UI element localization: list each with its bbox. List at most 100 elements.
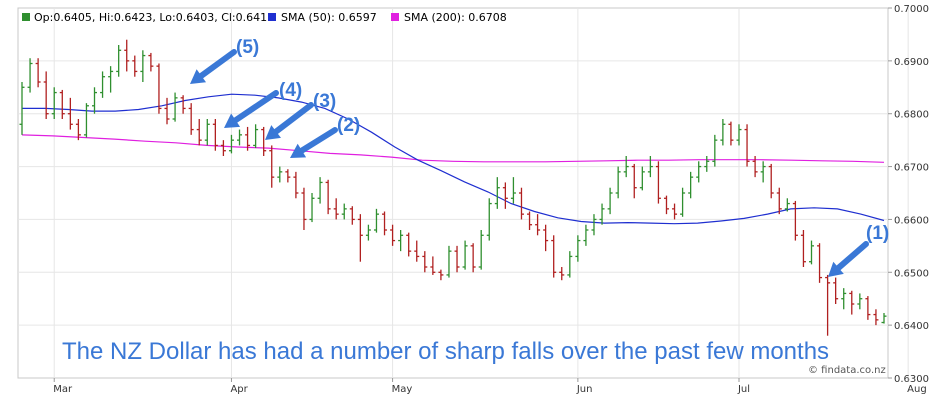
ohlc-bar (269, 145, 275, 188)
ohlc-bar (228, 134, 234, 154)
ohlc-bar (825, 274, 831, 336)
ohlc-bar (494, 177, 500, 209)
ohlc-bar (309, 193, 315, 223)
x-tick-label: Jun (576, 384, 593, 395)
ohlc-bar (470, 243, 476, 273)
legend-ohlc-text: Op:0.6405, Hi:0.6423, Lo:0.6403, Cl:0.64… (34, 11, 274, 24)
x-tick-label: Jul (737, 384, 750, 395)
ohlc-bar (108, 66, 114, 93)
ohlc-bar (188, 103, 194, 135)
legend-sma50-swatch (268, 13, 276, 21)
ohlc-bar (253, 124, 259, 149)
ohlc-bar (744, 124, 750, 167)
ohlc-bar (543, 224, 549, 252)
ohlc-bar (245, 126, 251, 151)
x-tick-label: Aug (907, 384, 927, 395)
y-tick-label: 0.6400 (894, 321, 929, 332)
callout-label-5: (5) (236, 37, 259, 58)
ohlc-bar (800, 230, 806, 267)
callout-arrow-2 (290, 127, 338, 158)
ohlc-bar (285, 169, 291, 183)
ohlc-bar (325, 179, 331, 215)
ohlc-bar (365, 224, 371, 241)
ohlc-bar (696, 161, 702, 183)
ohlc-bar (293, 171, 299, 199)
ohlc-bar (438, 269, 444, 281)
ohlc-bar (430, 256, 436, 275)
ohlc-bar (301, 187, 307, 230)
y-tick-label: 0.6800 (894, 110, 929, 121)
watermark-text: © findata.co.nz (808, 365, 886, 376)
ohlc-bar (100, 71, 106, 98)
legend-sma200-text: SMA (200): 0.6708 (404, 11, 507, 24)
ohlc-bar (808, 240, 814, 265)
ohlc-bar (446, 245, 452, 278)
ohlc-bar (478, 230, 484, 270)
ohlc-bar (75, 119, 81, 141)
legend: Op:0.6405, Hi:0.6423, Lo:0.6403, Cl:0.64… (22, 11, 507, 24)
x-tick-label: Apr (230, 384, 248, 395)
legend-ohlc-swatch (22, 13, 30, 21)
ohlc-bar (672, 203, 678, 220)
ohlc-bar (535, 214, 541, 236)
sma200-line (21, 134, 885, 163)
ohlc-bar (623, 156, 629, 178)
ohlc-bar (156, 63, 162, 114)
ohlc-bar (551, 235, 557, 278)
ohlc-bar (357, 214, 363, 262)
ohlc-bar (83, 103, 89, 138)
ohlc-bar (736, 124, 742, 146)
legend-sma200-swatch (391, 13, 399, 21)
gridlines (18, 8, 909, 378)
ohlc-bar (688, 171, 694, 199)
ohlc-bar (647, 156, 653, 178)
sma50-line (22, 93, 885, 225)
ohlc-bar (760, 161, 766, 183)
ohlc-bar (510, 177, 516, 204)
y-tick-label: 0.7000 (894, 4, 929, 15)
callout-label-3: (3) (313, 91, 336, 112)
ohlc-bar (655, 161, 661, 204)
ohlc-bar (220, 140, 226, 156)
callout-arrow-4 (224, 90, 279, 128)
ohlc-bar (35, 58, 41, 88)
ohlc-bar (784, 198, 790, 212)
ohlc-bar (124, 39, 130, 72)
ohlc-bar (382, 211, 388, 236)
ohlc-bar (172, 92, 178, 122)
ohlc-bar (59, 89, 65, 119)
ohlc-bar (398, 230, 404, 252)
ohlc-bar (631, 163, 637, 199)
chart-caption: The NZ Dollar has had a number of sharp … (62, 338, 829, 365)
plot-frame (17, 7, 889, 379)
ohlc-bar (373, 208, 379, 233)
y-tick-label: 0.6600 (894, 215, 929, 226)
ohlc-bar (140, 50, 146, 82)
ohlc-bar (462, 240, 468, 270)
y-tick-label: 0.6700 (894, 163, 929, 174)
ohlc-bar (776, 187, 782, 215)
y-tick-label: 0.6900 (894, 57, 929, 68)
ohlc-bar (204, 119, 210, 146)
ohlc-bar (164, 97, 170, 125)
callout-arrow-1 (828, 241, 869, 277)
ohlc-bar (527, 211, 533, 230)
y-tick-label: 0.6300 (894, 374, 929, 385)
ohlc-bar (518, 187, 524, 220)
ohlc-bar (277, 166, 283, 183)
ohlc-bar (27, 58, 33, 93)
ohlc-bar (639, 166, 645, 191)
ohlc-bar (341, 203, 347, 220)
ohlc-bar (51, 87, 57, 119)
ohlc-bar (67, 97, 73, 130)
callout-arrow-3 (265, 102, 314, 140)
x-tick-label: May (392, 384, 413, 395)
ohlc-bar (752, 156, 758, 178)
ohlc-bar (712, 134, 718, 167)
callout-label-4: (4) (279, 80, 302, 101)
ohlc-bar (833, 277, 839, 304)
ohlc-bar (261, 126, 267, 156)
ohlc-bar (567, 251, 573, 278)
ohlc-bar (615, 166, 621, 199)
ohlc-bar (454, 245, 460, 273)
